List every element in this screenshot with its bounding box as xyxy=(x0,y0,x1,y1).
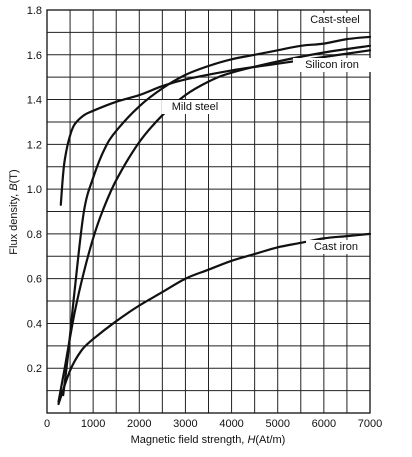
x-axis-title: Magnetic field strength, H(At/m) xyxy=(131,434,286,446)
y-tick-label: 1.0 xyxy=(27,184,42,196)
series-label-cast-iron: Cast iron xyxy=(314,241,358,253)
series-label-bg xyxy=(306,240,366,254)
series-line-cast-iron xyxy=(57,232,372,406)
y-tick-label: 0.2 xyxy=(27,363,42,375)
y-tick-label: 1.6 xyxy=(27,50,42,62)
series-label-bg xyxy=(162,100,228,114)
y-tick-label: 0.4 xyxy=(27,318,42,330)
y-tick-label: 1.8 xyxy=(27,5,42,17)
y-tick-labels: 0.2 0.4 0.6 0.8 1.0 1.2 1.4 1.6 1.8 xyxy=(27,5,42,375)
y-tick-label: 1.2 xyxy=(27,139,42,151)
y-tick-label: 0.8 xyxy=(27,229,42,241)
x-tick-labels: 0 1000 2000 3000 4000 5000 6000 7000 xyxy=(44,418,382,430)
plot-frame xyxy=(46,9,371,414)
x-tick-label: 1000 xyxy=(81,418,105,430)
x-tick-label: 0 xyxy=(44,418,50,430)
x-tick-label: 3000 xyxy=(173,418,197,430)
series-label-cast-steel: Cast-steel xyxy=(310,14,360,26)
x-tick-label: 6000 xyxy=(312,418,336,430)
y-tick-label: 0.6 xyxy=(27,274,42,286)
series-label-silicon-iron: Silicon iron xyxy=(305,59,359,71)
curves xyxy=(57,35,372,406)
x-tick-label: 4000 xyxy=(219,418,243,430)
x-tick-label: 7000 xyxy=(358,418,382,430)
series-line-mild-steel xyxy=(57,44,372,403)
series-label-bg xyxy=(293,58,371,72)
y-axis-title: Flux density, B(T) xyxy=(8,169,20,254)
x-tick-label: 5000 xyxy=(265,418,289,430)
series-label-bg xyxy=(302,13,368,27)
series-label-mild-steel: Mild steel xyxy=(172,101,218,113)
y-tick-label: 1.4 xyxy=(27,95,42,107)
series-labels: Cast-steel Silicon iron Mild steel Cast iro… xyxy=(162,13,371,254)
x-tick-label: 2000 xyxy=(127,418,151,430)
